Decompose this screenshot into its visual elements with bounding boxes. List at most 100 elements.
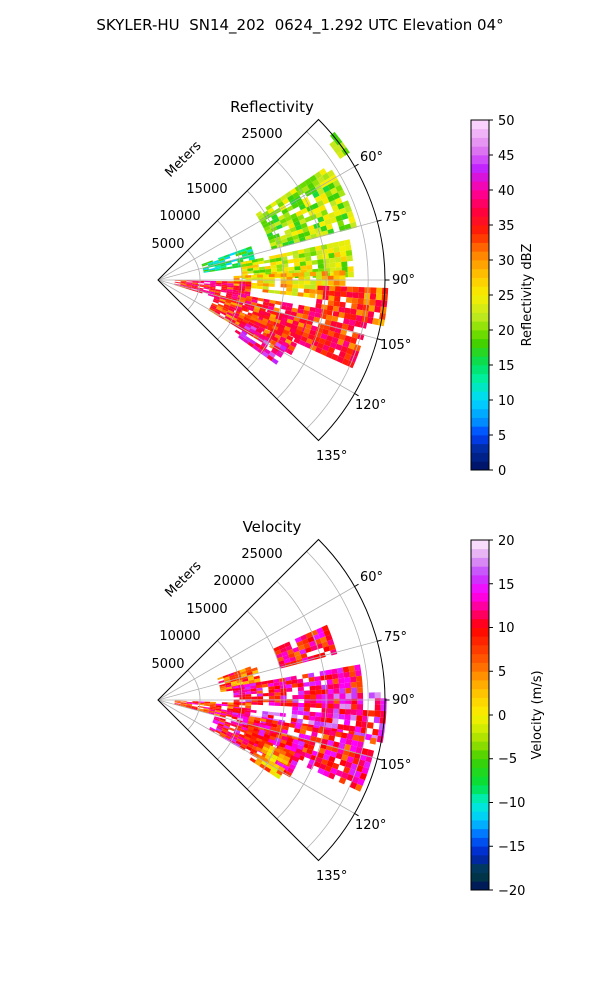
echo-cell bbox=[304, 280, 311, 285]
range-tick-label: 10000 bbox=[159, 629, 200, 644]
echo-cell bbox=[310, 735, 317, 742]
echo-cell bbox=[191, 287, 198, 290]
echo-cell bbox=[281, 735, 289, 741]
echo-cell bbox=[279, 712, 286, 717]
echo-cell bbox=[209, 286, 216, 290]
echo-cell bbox=[333, 275, 340, 281]
echo-cell bbox=[280, 273, 287, 277]
echo-cell bbox=[286, 335, 294, 342]
azimuth-tick bbox=[354, 393, 359, 397]
echo-cell bbox=[284, 676, 292, 682]
echo-cell bbox=[225, 262, 232, 266]
echo-cell bbox=[281, 764, 289, 771]
echo-cell bbox=[209, 703, 216, 706]
echo-cell bbox=[349, 314, 357, 321]
echo-cell bbox=[351, 704, 358, 710]
echo-cell bbox=[313, 207, 321, 214]
echo-cell bbox=[215, 728, 222, 733]
echo-cell bbox=[250, 735, 257, 741]
echo-cell bbox=[267, 679, 274, 684]
echo-cell bbox=[340, 345, 349, 353]
echo-cell bbox=[281, 317, 288, 323]
echo-cell bbox=[325, 335, 334, 342]
echo-cell bbox=[300, 725, 307, 731]
echo-cell bbox=[336, 667, 344, 674]
echo-cell bbox=[361, 748, 369, 756]
echo-cell bbox=[286, 280, 293, 285]
echo-cell bbox=[260, 749, 268, 755]
echo-cell bbox=[180, 284, 186, 287]
echo-cell bbox=[230, 681, 237, 685]
echo-cell bbox=[324, 765, 332, 773]
echo-cell bbox=[268, 277, 275, 281]
echo-cell bbox=[233, 690, 240, 694]
echo-cell bbox=[324, 218, 332, 226]
echo-cell bbox=[230, 303, 237, 308]
colorbar-segment bbox=[471, 750, 489, 760]
azimuth-tick-label: 75° bbox=[384, 630, 407, 645]
echo-cell bbox=[238, 733, 246, 739]
echo-cell bbox=[225, 300, 232, 304]
echo-cell bbox=[285, 684, 292, 689]
echo-cell bbox=[352, 286, 359, 293]
echo-cell bbox=[241, 726, 248, 731]
echo-cell bbox=[303, 292, 310, 298]
echo-cell bbox=[250, 685, 257, 689]
echo-cell bbox=[293, 728, 301, 734]
colorbar-label: Reflectivity dBZ bbox=[520, 244, 535, 347]
echo-cell bbox=[312, 191, 320, 199]
echo-cell bbox=[252, 752, 260, 758]
echo-cell bbox=[344, 353, 352, 361]
echo-cell bbox=[280, 194, 288, 202]
echo-cell bbox=[284, 744, 292, 751]
echo-cell bbox=[304, 752, 312, 759]
echo-cell bbox=[180, 281, 187, 283]
echo-cell bbox=[309, 681, 316, 687]
echo-cell bbox=[244, 689, 251, 693]
echo-cell bbox=[303, 247, 311, 254]
echo-cell bbox=[273, 682, 280, 687]
azimuth-tick bbox=[377, 338, 382, 341]
echo-cell bbox=[289, 327, 297, 334]
colorbar-tick-label: 50 bbox=[498, 114, 515, 129]
echo-cell bbox=[254, 342, 261, 349]
azimuth-spoke bbox=[157, 699, 355, 814]
echo-cell bbox=[329, 751, 338, 758]
echo-cell bbox=[241, 330, 248, 336]
echo-cell bbox=[192, 281, 199, 283]
echo-cell bbox=[216, 726, 223, 731]
echo-cell bbox=[291, 679, 298, 685]
echo-cell bbox=[297, 686, 304, 692]
azimuth-tick-label: 105° bbox=[380, 338, 411, 353]
echo-cell bbox=[232, 265, 239, 269]
colorbar-segment bbox=[471, 758, 489, 768]
echo-cell bbox=[226, 311, 233, 317]
colorbar-segment bbox=[471, 855, 489, 865]
echo-cell bbox=[328, 735, 336, 742]
echo-cell bbox=[298, 339, 306, 347]
echo-cell bbox=[304, 342, 312, 349]
echo-cell bbox=[251, 258, 259, 263]
echo-cell bbox=[180, 282, 187, 284]
echo-cell bbox=[298, 702, 305, 708]
echo-cell bbox=[251, 296, 259, 301]
echo-cell bbox=[259, 269, 266, 273]
echo-cell bbox=[283, 755, 291, 762]
echo-cell bbox=[368, 710, 375, 717]
echo-cell bbox=[207, 261, 214, 265]
echo-cell bbox=[285, 306, 293, 312]
echo-cell bbox=[321, 684, 328, 690]
colorbar-segment bbox=[471, 627, 489, 637]
echo-cell bbox=[343, 724, 350, 731]
echo-cell bbox=[233, 670, 241, 675]
echo-cell bbox=[242, 724, 249, 729]
echo-cell bbox=[232, 293, 239, 298]
range-tick-label: 15000 bbox=[186, 602, 227, 617]
echo-cell bbox=[356, 709, 363, 716]
echo-cell bbox=[207, 293, 214, 297]
echo-cell bbox=[214, 266, 221, 270]
echo-cell bbox=[305, 256, 312, 262]
echo-cell bbox=[237, 301, 244, 306]
echo-cell bbox=[264, 311, 271, 317]
echo-cell bbox=[269, 223, 276, 229]
